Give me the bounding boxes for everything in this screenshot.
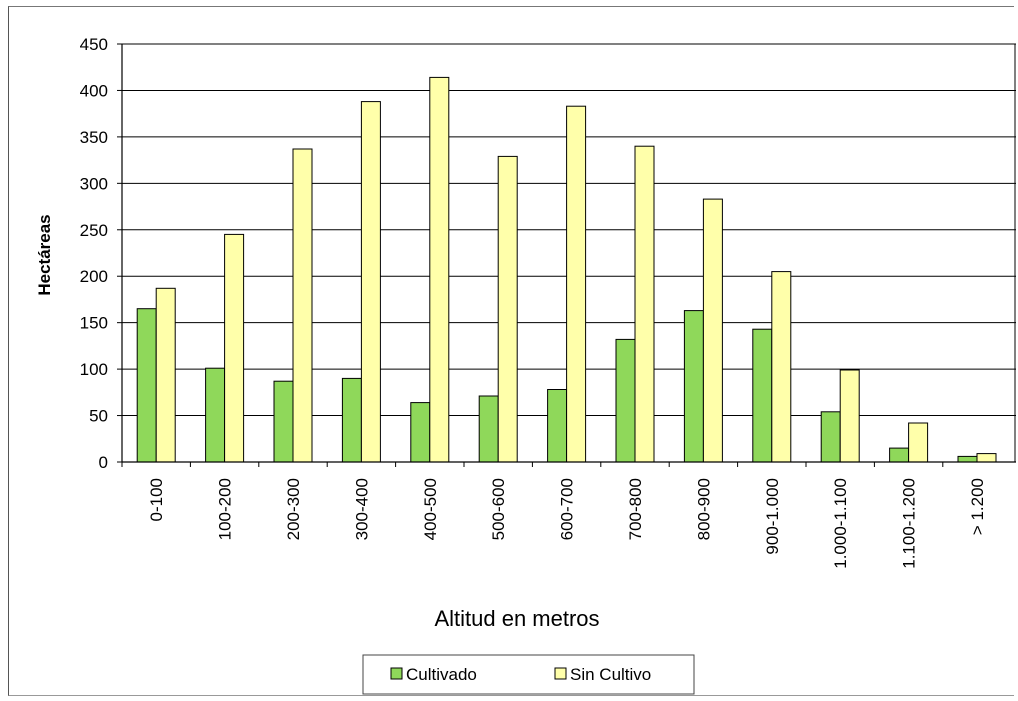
legend: Cultivado Sin Cultivo [362,654,695,695]
legend-box [362,654,695,695]
bar-cultivado [615,338,636,463]
bars [136,76,997,463]
bar-cultivado [752,328,773,463]
bar-cultivado [273,380,294,463]
bar-sin-cultivo [360,101,381,463]
y-tick-label: 50 [89,407,108,426]
bar-sin-cultivo [292,148,313,463]
x-tick-label: 100-200 [216,478,235,540]
x-axis-title: Altitud en metros [434,606,599,631]
bar-sin-cultivo [429,76,450,463]
bar-sin-cultivo [634,145,655,463]
bar-cultivado [205,367,226,463]
y-tick-label: 450 [80,35,108,54]
x-tick-label: 900-1.000 [763,478,782,555]
bar-cultivado [889,447,910,463]
y-tick-label: 0 [99,453,108,472]
x-tick-label: 700-800 [626,478,645,540]
x-tick-label: 400-500 [421,478,440,540]
y-tick-label: 100 [80,360,108,379]
bar-cultivado [341,377,362,463]
y-tick-labels: 0 50 100 150 200 250 300 350 400 450 [80,35,122,472]
x-tick-label: 800-900 [694,478,713,540]
chart-frame [8,6,1014,696]
x-tick-label: 1.000-1.100 [831,478,850,569]
bar-sin-cultivo [155,287,176,463]
x-tick-label: 300-400 [352,478,371,540]
bar-cultivado [547,389,568,463]
x-tick-labels: 0-100 100-200 200-300 300-400 400-500 500-600… [121,462,987,569]
legend-swatch-cultivado [390,667,403,680]
bar-cultivado [820,411,841,463]
bar-cultivado [478,395,499,463]
x-tick-label: 0-100 [147,478,166,521]
x-tick-label: 200-300 [284,478,303,540]
x-tick-label: > 1.200 [968,478,987,535]
x-tick-label: 1.100-1.200 [900,478,919,569]
bar-sin-cultivo [839,369,860,463]
bar-sin-cultivo [224,233,245,463]
bar-cultivado [136,308,157,463]
bar-cultivado [957,455,978,463]
bar-cultivado [410,402,431,463]
y-tick-label: 150 [80,314,108,333]
legend-label-cultivado: Cultivado [406,665,477,684]
y-tick-label: 300 [80,174,108,193]
bar-sin-cultivo [976,453,997,463]
x-tick-label: 600-700 [558,478,577,540]
x-tick-label: 500-600 [489,478,508,540]
bar-sin-cultivo [702,198,723,463]
axes [121,44,1016,463]
bar-cultivado [683,310,704,463]
y-tick-label: 350 [80,128,108,147]
bar-sin-cultivo [566,105,587,463]
y-axis-title: Hectáreas [35,214,54,295]
bar-sin-cultivo [908,422,929,463]
legend-swatch-sin-cultivo [554,667,567,680]
y-tick-label: 250 [80,221,108,240]
legend-label-sin-cultivo: Sin Cultivo [570,665,651,684]
bar-sin-cultivo [771,271,792,463]
bar-sin-cultivo [497,155,518,463]
y-tick-label: 200 [80,267,108,286]
y-tick-label: 400 [80,81,108,100]
